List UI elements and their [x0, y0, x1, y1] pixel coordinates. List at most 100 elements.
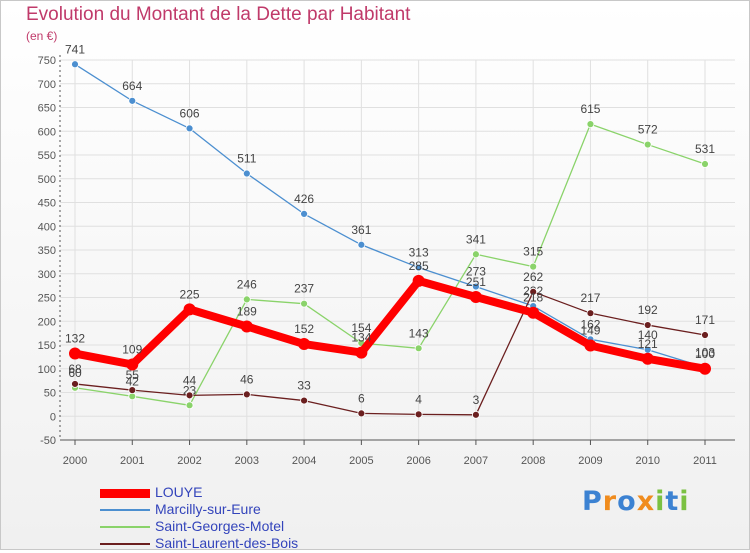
legend-label: Marcilly-sur-Eure [155, 501, 261, 517]
x-tick-label: 2008 [521, 455, 545, 467]
data-point [71, 60, 79, 69]
legend-label: Saint-Laurent-des-Bois [155, 535, 299, 551]
data-point [643, 321, 652, 329]
data-label: 237 [294, 282, 314, 296]
data-point [469, 291, 482, 304]
data-label: 315 [523, 245, 543, 259]
data-label: 140 [638, 328, 658, 342]
data-label: 42 [126, 374, 140, 388]
data-point [185, 124, 194, 133]
data-label: 121 [638, 337, 658, 351]
data-point [128, 386, 137, 395]
x-tick-label: 2002 [177, 455, 201, 467]
y-tick-label: 550 [38, 150, 56, 162]
data-point [472, 250, 480, 259]
data-label: 100 [695, 347, 715, 361]
y-tick-label: 200 [38, 316, 56, 328]
data-label: 152 [294, 322, 314, 336]
data-point [185, 391, 194, 400]
data-label: 103 [695, 345, 715, 359]
y-tick-label: 750 [38, 55, 56, 67]
logo-letter: i [655, 486, 666, 517]
data-point [529, 262, 538, 271]
data-label: 361 [351, 223, 371, 237]
data-label: 143 [409, 326, 429, 340]
data-point [643, 140, 652, 149]
x-tick-label: 2001 [120, 455, 144, 467]
series-line-Saint-Georges-Motel [74, 123, 706, 406]
data-label: 606 [180, 106, 200, 120]
data-label: 154 [351, 321, 371, 335]
data-label: 218 [523, 291, 543, 305]
data-point [300, 209, 308, 218]
logo-letter: P [582, 486, 603, 517]
data-point [701, 160, 709, 168]
series-line-Saint-Laurent-des-Bois [74, 291, 706, 416]
x-tick-label: 2007 [464, 455, 488, 467]
data-label: 217 [580, 291, 600, 305]
legend-swatch [100, 543, 150, 545]
data-point [412, 274, 425, 287]
x-tick-label: 2000 [63, 455, 87, 467]
series-line-LOUYE [71, 276, 709, 373]
data-point [641, 352, 654, 365]
data-point [529, 287, 538, 296]
data-point [414, 344, 423, 353]
y-tick-label: 50 [44, 388, 56, 400]
data-label: 572 [638, 123, 658, 137]
data-label: 149 [580, 323, 600, 337]
data-point [414, 263, 423, 272]
x-tick-label: 2004 [292, 455, 316, 467]
data-label: 189 [237, 304, 257, 318]
proxiti-logo: Proxiti [582, 486, 690, 517]
data-point [300, 299, 308, 308]
x-tick-label: 2003 [235, 455, 259, 467]
data-label: 109 [122, 342, 142, 356]
data-label: 741 [65, 42, 85, 56]
data-point [699, 362, 711, 375]
x-tick-label: 2010 [635, 455, 659, 467]
data-label: 55 [126, 368, 140, 382]
data-point [584, 339, 597, 352]
legend-swatch [100, 526, 150, 528]
data-label: 134 [351, 331, 371, 345]
data-point [472, 410, 480, 419]
data-point [357, 409, 366, 418]
y-tick-label: 300 [38, 269, 56, 281]
y-tick-label: 500 [38, 174, 56, 186]
data-label: 162 [580, 317, 600, 331]
data-point [414, 410, 423, 419]
chart-title: Evolution du Montant de la Dette par Hab… [26, 4, 411, 25]
data-point [357, 240, 366, 249]
x-tick-label: 2011 [693, 455, 717, 467]
y-tick-label: 400 [38, 221, 56, 233]
data-label: 60 [68, 366, 82, 380]
data-point [185, 401, 194, 410]
legend-label: LOUYE [155, 484, 203, 500]
x-tick-label: 2006 [406, 455, 430, 467]
legend-swatch [100, 488, 150, 498]
y-tick-label: 450 [38, 198, 56, 210]
unit-label: (en €) [26, 29, 58, 43]
data-label: 511 [237, 152, 256, 166]
data-point [242, 295, 251, 304]
y-tick-label: 350 [38, 245, 56, 257]
data-label: 426 [294, 192, 314, 206]
data-point [300, 396, 308, 405]
data-label: 313 [409, 246, 429, 260]
data-point [128, 96, 137, 105]
data-point [240, 320, 253, 333]
data-point [242, 169, 251, 178]
data-point [126, 358, 139, 371]
data-label: 246 [237, 277, 257, 291]
data-label: 262 [523, 270, 543, 284]
data-point [71, 380, 79, 388]
data-label: 6 [358, 391, 365, 405]
data-label: 132 [65, 332, 85, 346]
series-line-Marcilly-sur-Eure [74, 63, 706, 368]
data-label: 664 [122, 79, 142, 93]
data-point [183, 303, 196, 316]
logo-letter: i [679, 486, 690, 517]
